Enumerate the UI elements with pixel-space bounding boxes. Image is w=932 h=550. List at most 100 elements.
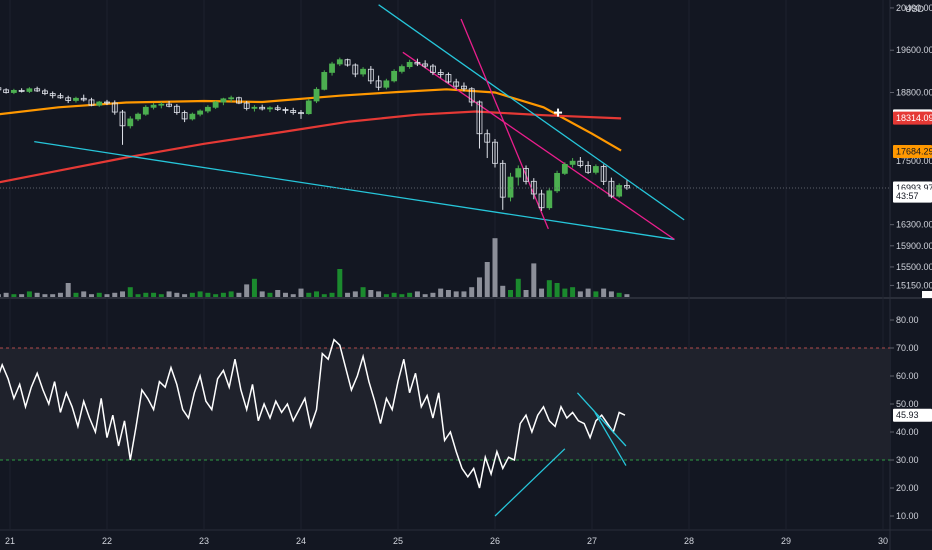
volume-bar [314, 291, 320, 297]
candle-body [616, 185, 623, 197]
candle-body [430, 65, 436, 73]
time-tick-label: 27 [587, 536, 597, 546]
candle-body [538, 193, 545, 209]
rsi-trend-line[interactable] [494, 448, 566, 517]
rsi-tick-label: 10.00 [896, 511, 919, 521]
candle-body [445, 74, 452, 83]
volume-bar [197, 291, 203, 297]
candle-body [10, 89, 17, 93]
volume-bar [57, 292, 63, 297]
rsi-band [0, 347, 890, 461]
rsi-line-path [0, 338, 626, 489]
candle-body [437, 72, 444, 75]
volume-bar [368, 290, 374, 297]
volume-bar [306, 292, 312, 297]
time-axis[interactable]: 21 22 23 24 25 26 27 28 29 30 [5, 536, 888, 546]
candle-body [119, 111, 126, 127]
volume-bar [104, 294, 110, 297]
candle-body [608, 180, 615, 197]
candle-body [243, 102, 250, 109]
candle-body [398, 66, 405, 72]
candle-body [507, 176, 514, 198]
volume-badge [922, 291, 932, 298]
volume-bar [205, 292, 211, 297]
rsi-trend-lines[interactable] [494, 392, 627, 517]
candle-body [523, 168, 529, 182]
candle-body [585, 165, 592, 173]
time-tick-label: 25 [393, 536, 403, 546]
price-tick-label: 15500.00 [896, 262, 932, 272]
trend-line[interactable] [34, 141, 675, 241]
volume-bar [174, 292, 180, 297]
rsi-axis[interactable]: 80.00 70.00 60.00 50.00 40.00 30.00 20.00 10.00… [890, 315, 932, 521]
volume-bar [213, 294, 219, 297]
volume-bar [577, 291, 583, 297]
candle-body [321, 72, 328, 90]
volume-bar [515, 278, 521, 297]
volume-bar [290, 294, 296, 297]
volume-bar [26, 291, 32, 297]
rsi-trend-line[interactable] [594, 412, 627, 466]
volume-bar [399, 294, 405, 297]
candle-body [96, 101, 103, 106]
candle-body [57, 95, 64, 99]
candle-body [228, 97, 235, 100]
candle-body [181, 112, 188, 120]
moving-average-line [0, 88, 622, 152]
time-tick-label: 28 [684, 536, 694, 546]
candle-body [158, 103, 165, 106]
candle-body [267, 107, 273, 110]
candle-body [104, 101, 110, 104]
candle-body [274, 107, 281, 110]
candle-body [251, 106, 258, 109]
volume-bar [562, 288, 568, 297]
candle-body [499, 162, 506, 198]
volume-bar [220, 292, 226, 297]
volume-bar [430, 292, 436, 297]
price-tick-label: 15900.00 [896, 241, 932, 251]
candle-body [422, 63, 429, 67]
volume-bar [158, 294, 164, 297]
volume-bar [228, 291, 234, 297]
volume-bar [383, 294, 389, 297]
candle-body [197, 110, 204, 115]
candle-body [189, 113, 196, 120]
candle-body [414, 61, 421, 65]
price-label-text: 17684.29 [896, 146, 932, 156]
volume-bars [0, 238, 630, 297]
candle-body [290, 110, 297, 113]
candle-body [546, 190, 553, 209]
candle-body [127, 118, 134, 127]
price-axis[interactable]: 20400.00 19600.00 18800.00 16300.00 15900.00… [890, 3, 932, 291]
candle-body [484, 133, 491, 143]
candle-body [344, 59, 351, 66]
candle-body [212, 101, 219, 108]
volume-bar [11, 294, 17, 297]
candle-body [298, 112, 304, 115]
candle-body [561, 163, 568, 174]
candle-body [569, 160, 576, 165]
candle-body [282, 109, 289, 111]
volume-bar [500, 285, 506, 297]
volume-bar [73, 292, 79, 297]
candle-body [18, 89, 25, 92]
volume-bar [585, 288, 591, 297]
volume-bar [360, 287, 366, 297]
candle-body [150, 104, 157, 108]
volume-bar [337, 269, 343, 297]
rsi-trend-line[interactable] [576, 392, 627, 447]
volume-bar [50, 294, 56, 297]
currency-label: USD [905, 4, 925, 14]
candle-body [259, 106, 266, 110]
rsi-value-label: 45.93 [896, 410, 919, 420]
trend-line[interactable] [402, 51, 675, 240]
rsi-value-box [893, 408, 932, 422]
volume-bar [624, 294, 630, 297]
trend-line[interactable] [378, 4, 685, 221]
candle-body [624, 185, 630, 189]
volume-bar [531, 263, 537, 297]
volume-bar [453, 291, 459, 297]
volume-bar [244, 284, 250, 297]
candle-body [367, 68, 374, 82]
